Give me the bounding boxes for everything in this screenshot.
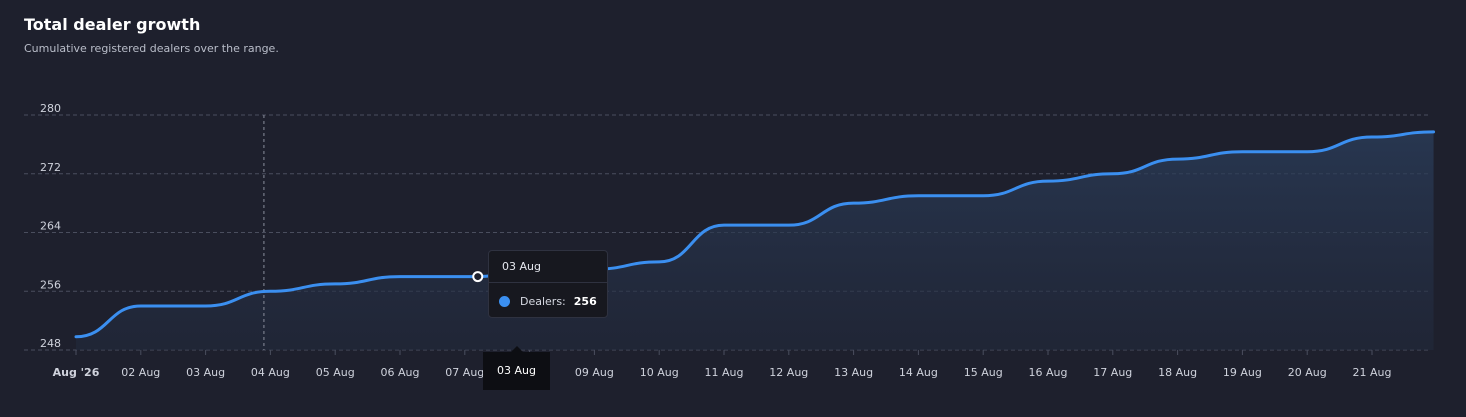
hover-point-marker[interactable] [472, 271, 484, 283]
line-layer [74, 130, 1436, 339]
x-tick-label: 19 Aug [1223, 366, 1262, 379]
x-tick-label: 17 Aug [1093, 366, 1132, 379]
x-axis: Aug '26 02 Aug 03 Aug 04 Aug 05 Aug 06 Aug 07 … [53, 350, 1392, 379]
tooltip-row: Dealers: 256 [489, 283, 607, 319]
x-tick-label: 16 Aug [1029, 366, 1068, 379]
series-line-dealers [74, 130, 1436, 339]
x-tick-label: 09 Aug [575, 366, 614, 379]
area-layer [76, 131, 1434, 350]
axis-tooltip-arrow [511, 346, 523, 352]
marker-layer [472, 271, 484, 283]
x-tick-label: 10 Aug [640, 366, 679, 379]
x-tick-label: 11 Aug [705, 366, 744, 379]
x-tick-label: 21 Aug [1353, 366, 1392, 379]
x-tick-label: 05 Aug [316, 366, 355, 379]
tooltip-value: 256 [573, 294, 597, 308]
x-tick-label: 20 Aug [1288, 366, 1327, 379]
tooltip-date: 03 Aug [489, 251, 607, 283]
x-tick-label: 03 Aug [186, 366, 225, 379]
x-tick-label: 04 Aug [251, 366, 290, 379]
x-tick-label: Aug '26 [53, 366, 100, 379]
x-tick-label: 15 Aug [964, 366, 1003, 379]
data-tooltip: 03 Aug Dealers: 256 [488, 250, 608, 318]
x-tick-label: 06 Aug [381, 366, 420, 379]
series-area [76, 131, 1434, 350]
x-tick-label: 14 Aug [899, 366, 938, 379]
x-tick-label: 18 Aug [1158, 366, 1197, 379]
y-tick-label: 256 [40, 278, 61, 291]
y-tick-label: 248 [40, 337, 61, 350]
chart-title: Total dealer growth [24, 15, 201, 34]
x-tick-label: 13 Aug [834, 366, 873, 379]
y-axis: 248 256 264 272 280 [40, 102, 61, 350]
y-tick-label: 272 [40, 161, 61, 174]
y-tick-label: 264 [40, 220, 61, 233]
x-tick-label: 07 Aug [445, 366, 484, 379]
x-tick-label: 02 Aug [121, 366, 160, 379]
chart-subtitle: Cumulative registered dealers over the r… [24, 42, 279, 55]
tooltip-series-label: Dealers: [520, 294, 566, 308]
x-tick-label: 12 Aug [769, 366, 808, 379]
axis-tooltip: 03 Aug [483, 352, 550, 390]
series-dot-icon [499, 295, 510, 307]
y-tick-label: 280 [40, 102, 61, 115]
